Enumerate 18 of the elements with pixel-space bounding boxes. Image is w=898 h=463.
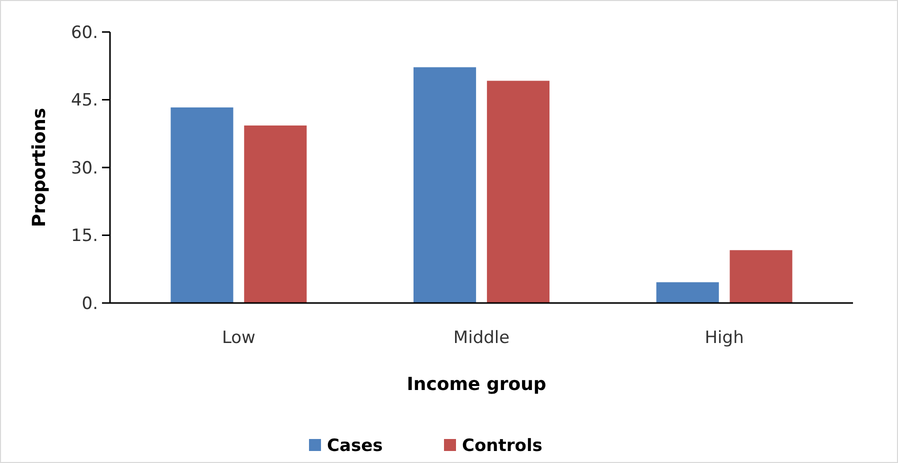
y-tick-label: 60. xyxy=(70,22,98,43)
bar xyxy=(656,282,719,303)
x-tick-label: Low xyxy=(222,328,256,348)
y-tick-label: 45. xyxy=(70,90,98,111)
legend-label: Controls xyxy=(462,436,542,456)
y-axis-title: Proportions xyxy=(29,108,50,228)
y-tick-label: 30. xyxy=(70,158,98,178)
x-tick-label: Middle xyxy=(453,328,510,348)
bar xyxy=(244,125,307,303)
legend-label: Cases xyxy=(327,436,383,456)
y-tick-label: 15. xyxy=(70,226,98,246)
y-tick-label: 0. xyxy=(82,294,98,314)
bar xyxy=(486,80,550,303)
bar xyxy=(170,107,234,303)
x-axis-title: Income group xyxy=(406,374,546,395)
x-tick-label: High xyxy=(704,328,744,348)
bar xyxy=(414,67,476,303)
bar xyxy=(730,250,792,303)
